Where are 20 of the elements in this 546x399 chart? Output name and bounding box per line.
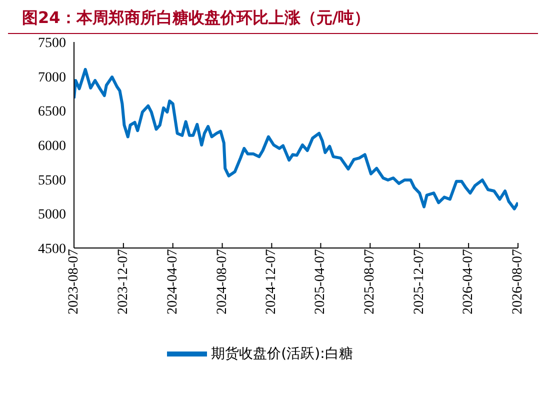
legend-label: 期货收盘价(活跃):白糖: [211, 346, 353, 362]
chart-title: 图24：本周郑商所白糖收盘价环比上涨（元/吨）: [8, 8, 538, 34]
x-tick-label: 2024-04-07: [165, 249, 180, 314]
y-tick-label: 6000: [38, 138, 66, 154]
x-tick-label: 2023-08-07: [66, 249, 82, 314]
x-tick-label: 2023-12-07: [116, 249, 131, 314]
y-tick-label: 4500: [38, 242, 66, 257]
line-series: [74, 68, 518, 210]
y-tick-label: 5500: [38, 173, 66, 188]
y-tick-label: 7000: [38, 70, 66, 86]
y-tick-label: 5000: [38, 208, 66, 223]
x-tick-label: 2026-04-07: [461, 249, 476, 314]
x-tick-label: 2024-08-07: [214, 249, 230, 314]
x-tick-label: 2025-08-07: [362, 249, 378, 314]
x-tick-label: 2026-08-07: [510, 249, 526, 314]
x-tick-label: 2025-04-07: [313, 249, 328, 314]
x-tick-label: 2025-12-07: [412, 249, 428, 314]
x-tick-label: 2024-12-07: [264, 249, 280, 314]
y-tick-label: 7500: [38, 36, 66, 51]
y-tick-label: 6500: [38, 104, 66, 120]
